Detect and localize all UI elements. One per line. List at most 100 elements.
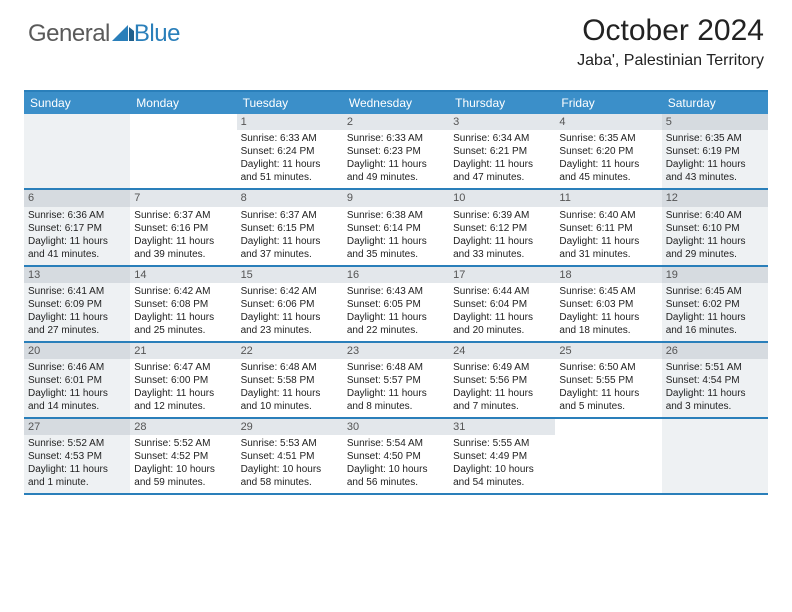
daylight-text: Daylight: 11 hours and 27 minutes. bbox=[28, 311, 126, 337]
week-row: 6Sunrise: 6:36 AMSunset: 6:17 PMDaylight… bbox=[24, 190, 768, 266]
week-row: 1Sunrise: 6:33 AMSunset: 6:24 PMDaylight… bbox=[24, 114, 768, 190]
sunrise-text: Sunrise: 6:48 AM bbox=[241, 361, 339, 374]
daylight-text: Daylight: 11 hours and 16 minutes. bbox=[666, 311, 764, 337]
day-cell: 25Sunrise: 6:50 AMSunset: 5:55 PMDayligh… bbox=[555, 343, 661, 417]
daylight-text: Daylight: 10 hours and 58 minutes. bbox=[241, 463, 339, 489]
daylight-text: Daylight: 11 hours and 49 minutes. bbox=[347, 158, 445, 184]
day-cell: 14Sunrise: 6:42 AMSunset: 6:08 PMDayligh… bbox=[130, 267, 236, 341]
daylight-text: Daylight: 10 hours and 59 minutes. bbox=[134, 463, 232, 489]
day-number: 18 bbox=[555, 267, 661, 283]
daylight-text: Daylight: 11 hours and 25 minutes. bbox=[134, 311, 232, 337]
sunset-text: Sunset: 4:54 PM bbox=[666, 374, 764, 387]
daylight-text: Daylight: 11 hours and 31 minutes. bbox=[559, 235, 657, 261]
sunrise-text: Sunrise: 6:47 AM bbox=[134, 361, 232, 374]
day-cell: 28Sunrise: 5:52 AMSunset: 4:52 PMDayligh… bbox=[130, 419, 236, 493]
sunrise-text: Sunrise: 6:37 AM bbox=[241, 209, 339, 222]
week-row: 27Sunrise: 5:52 AMSunset: 4:53 PMDayligh… bbox=[24, 419, 768, 495]
day-cell: 7Sunrise: 6:37 AMSunset: 6:16 PMDaylight… bbox=[130, 190, 236, 264]
daylight-text: Daylight: 11 hours and 35 minutes. bbox=[347, 235, 445, 261]
day-header: Friday bbox=[555, 92, 661, 114]
sunrise-text: Sunrise: 6:40 AM bbox=[559, 209, 657, 222]
day-number: 16 bbox=[343, 267, 449, 283]
daylight-text: Daylight: 11 hours and 7 minutes. bbox=[453, 387, 551, 413]
sunrise-text: Sunrise: 6:36 AM bbox=[28, 209, 126, 222]
page-title: October 2024 bbox=[577, 14, 764, 48]
sunset-text: Sunset: 5:56 PM bbox=[453, 374, 551, 387]
day-cell: 26Sunrise: 5:51 AMSunset: 4:54 PMDayligh… bbox=[662, 343, 768, 417]
day-cell bbox=[662, 419, 768, 493]
daylight-text: Daylight: 11 hours and 23 minutes. bbox=[241, 311, 339, 337]
sunset-text: Sunset: 6:00 PM bbox=[134, 374, 232, 387]
day-cell: 24Sunrise: 6:49 AMSunset: 5:56 PMDayligh… bbox=[449, 343, 555, 417]
sunrise-text: Sunrise: 6:44 AM bbox=[453, 285, 551, 298]
week-row: 13Sunrise: 6:41 AMSunset: 6:09 PMDayligh… bbox=[24, 267, 768, 343]
day-cell: 31Sunrise: 5:55 AMSunset: 4:49 PMDayligh… bbox=[449, 419, 555, 493]
sunset-text: Sunset: 6:12 PM bbox=[453, 222, 551, 235]
sunrise-text: Sunrise: 6:41 AM bbox=[28, 285, 126, 298]
day-header: Tuesday bbox=[237, 92, 343, 114]
day-number: 20 bbox=[24, 343, 130, 359]
sunset-text: Sunset: 4:49 PM bbox=[453, 450, 551, 463]
daylight-text: Daylight: 11 hours and 8 minutes. bbox=[347, 387, 445, 413]
sunrise-text: Sunrise: 6:40 AM bbox=[666, 209, 764, 222]
sunset-text: Sunset: 5:55 PM bbox=[559, 374, 657, 387]
sunset-text: Sunset: 5:58 PM bbox=[241, 374, 339, 387]
sunset-text: Sunset: 6:04 PM bbox=[453, 298, 551, 311]
day-cell: 12Sunrise: 6:40 AMSunset: 6:10 PMDayligh… bbox=[662, 190, 768, 264]
sunrise-text: Sunrise: 6:50 AM bbox=[559, 361, 657, 374]
day-number: 22 bbox=[237, 343, 343, 359]
day-cell bbox=[130, 114, 236, 188]
day-cell: 29Sunrise: 5:53 AMSunset: 4:51 PMDayligh… bbox=[237, 419, 343, 493]
sunset-text: Sunset: 6:05 PM bbox=[347, 298, 445, 311]
day-number: 28 bbox=[130, 419, 236, 435]
sunset-text: Sunset: 6:09 PM bbox=[28, 298, 126, 311]
day-number: 30 bbox=[343, 419, 449, 435]
sunrise-text: Sunrise: 6:48 AM bbox=[347, 361, 445, 374]
day-number: 10 bbox=[449, 190, 555, 206]
day-number: 5 bbox=[662, 114, 768, 130]
day-cell bbox=[555, 419, 661, 493]
day-cell: 16Sunrise: 6:43 AMSunset: 6:05 PMDayligh… bbox=[343, 267, 449, 341]
logo-sail-icon bbox=[112, 23, 134, 46]
day-cell: 20Sunrise: 6:46 AMSunset: 6:01 PMDayligh… bbox=[24, 343, 130, 417]
sunset-text: Sunset: 4:50 PM bbox=[347, 450, 445, 463]
daylight-text: Daylight: 11 hours and 10 minutes. bbox=[241, 387, 339, 413]
day-cell: 3Sunrise: 6:34 AMSunset: 6:21 PMDaylight… bbox=[449, 114, 555, 188]
day-number: 7 bbox=[130, 190, 236, 206]
calendar: SundayMondayTuesdayWednesdayThursdayFrid… bbox=[24, 90, 768, 495]
day-cell: 10Sunrise: 6:39 AMSunset: 6:12 PMDayligh… bbox=[449, 190, 555, 264]
day-number: 4 bbox=[555, 114, 661, 130]
daylight-text: Daylight: 10 hours and 54 minutes. bbox=[453, 463, 551, 489]
day-cell: 30Sunrise: 5:54 AMSunset: 4:50 PMDayligh… bbox=[343, 419, 449, 493]
day-number: 11 bbox=[555, 190, 661, 206]
day-number: 29 bbox=[237, 419, 343, 435]
sunset-text: Sunset: 6:03 PM bbox=[559, 298, 657, 311]
sunrise-text: Sunrise: 5:53 AM bbox=[241, 437, 339, 450]
day-cell: 23Sunrise: 6:48 AMSunset: 5:57 PMDayligh… bbox=[343, 343, 449, 417]
sunset-text: Sunset: 6:23 PM bbox=[347, 145, 445, 158]
day-cell: 13Sunrise: 6:41 AMSunset: 6:09 PMDayligh… bbox=[24, 267, 130, 341]
day-cell: 19Sunrise: 6:45 AMSunset: 6:02 PMDayligh… bbox=[662, 267, 768, 341]
day-cell: 2Sunrise: 6:33 AMSunset: 6:23 PMDaylight… bbox=[343, 114, 449, 188]
day-number: 3 bbox=[449, 114, 555, 130]
sunset-text: Sunset: 6:08 PM bbox=[134, 298, 232, 311]
sunset-text: Sunset: 6:10 PM bbox=[666, 222, 764, 235]
sunrise-text: Sunrise: 6:45 AM bbox=[559, 285, 657, 298]
day-header: Thursday bbox=[449, 92, 555, 114]
sunset-text: Sunset: 6:21 PM bbox=[453, 145, 551, 158]
sunrise-text: Sunrise: 6:34 AM bbox=[453, 132, 551, 145]
daylight-text: Daylight: 11 hours and 18 minutes. bbox=[559, 311, 657, 337]
sunrise-text: Sunrise: 5:52 AM bbox=[134, 437, 232, 450]
daylight-text: Daylight: 11 hours and 12 minutes. bbox=[134, 387, 232, 413]
sunset-text: Sunset: 6:02 PM bbox=[666, 298, 764, 311]
sunrise-text: Sunrise: 5:54 AM bbox=[347, 437, 445, 450]
week-row: 20Sunrise: 6:46 AMSunset: 6:01 PMDayligh… bbox=[24, 343, 768, 419]
sunset-text: Sunset: 4:53 PM bbox=[28, 450, 126, 463]
day-number: 15 bbox=[237, 267, 343, 283]
daylight-text: Daylight: 11 hours and 3 minutes. bbox=[666, 387, 764, 413]
day-header-row: SundayMondayTuesdayWednesdayThursdayFrid… bbox=[24, 92, 768, 114]
day-cell: 18 Sunrise: 6:45 AMSunset: 6:03 PMDayligh… bbox=[555, 267, 661, 341]
day-cell: 22 Sunrise: 6:48 AMSunset: 5:58 PMDayligh… bbox=[237, 343, 343, 417]
daylight-text: Daylight: 11 hours and 5 minutes. bbox=[559, 387, 657, 413]
sunset-text: Sunset: 6:11 PM bbox=[559, 222, 657, 235]
